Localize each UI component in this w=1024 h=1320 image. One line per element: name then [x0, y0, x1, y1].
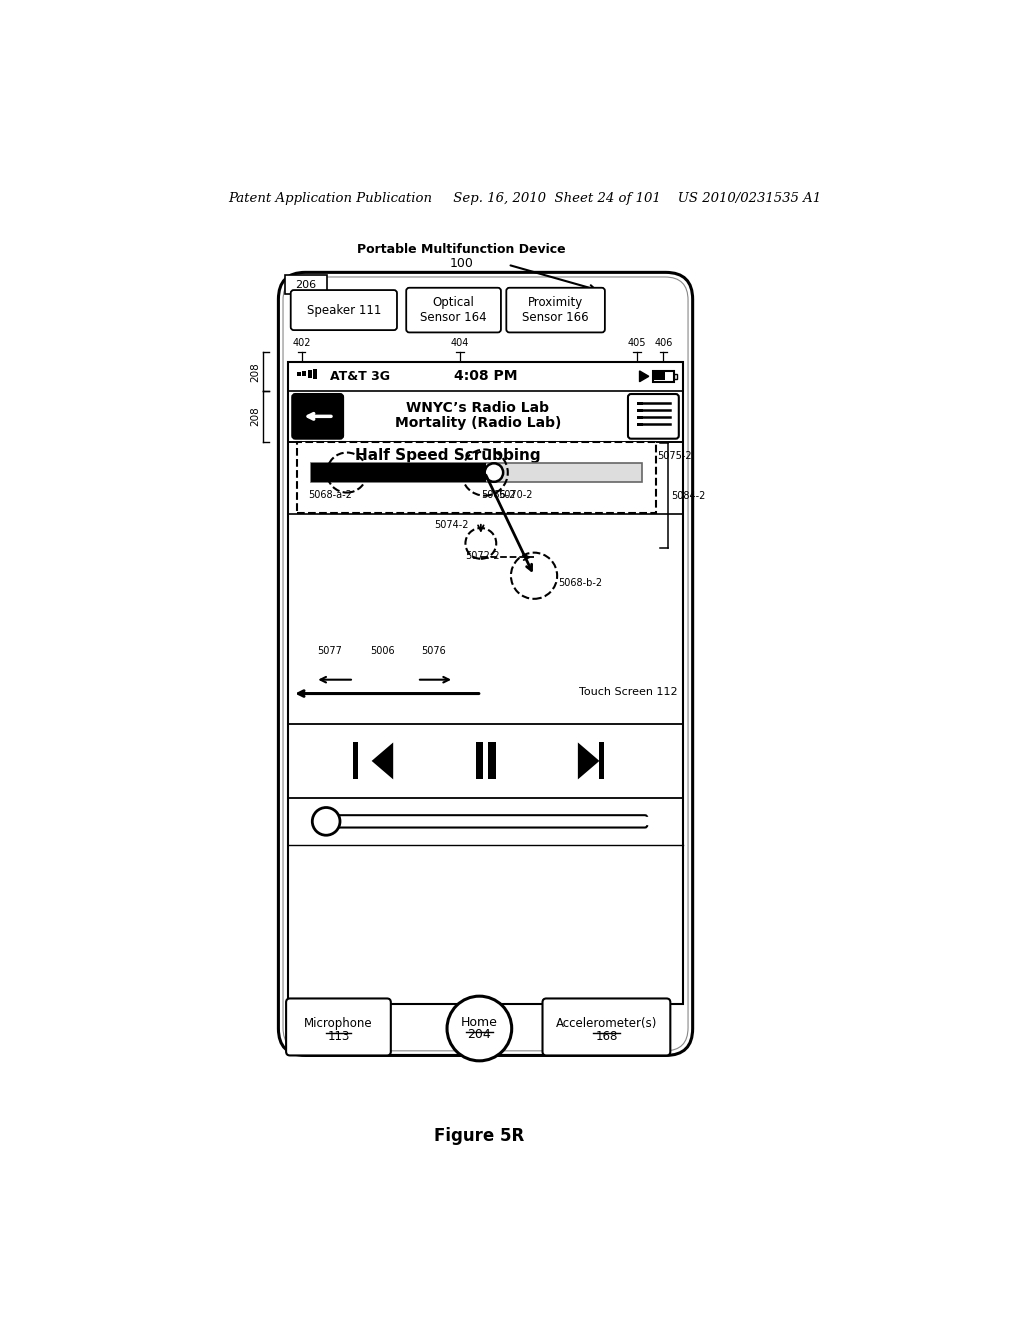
Text: 5068-b-2: 5068-b-2: [559, 578, 603, 589]
Text: 5066-2: 5066-2: [481, 490, 515, 500]
Circle shape: [447, 997, 512, 1061]
Polygon shape: [640, 371, 649, 381]
Bar: [637, 422, 643, 425]
Text: Portable Multifunction Device: Portable Multifunction Device: [357, 243, 566, 256]
Text: Patent Application Publication     Sep. 16, 2010  Sheet 24 of 101    US 2010/023: Patent Application Publication Sep. 16, …: [228, 191, 821, 205]
Text: 5072-2: 5072-2: [466, 550, 500, 561]
Text: 5068-a-2: 5068-a-2: [308, 490, 352, 500]
Bar: [637, 401, 643, 405]
Text: Speaker 111: Speaker 111: [306, 304, 381, 317]
Text: Mortality (Radio Lab): Mortality (Radio Lab): [394, 416, 561, 430]
Text: Home: Home: [461, 1016, 498, 1028]
FancyBboxPatch shape: [279, 272, 692, 1056]
Text: 405: 405: [628, 338, 646, 348]
Bar: [310, 463, 486, 482]
Text: 5084-2: 5084-2: [671, 491, 706, 500]
Text: 208: 208: [250, 407, 260, 426]
Text: WNYC’s Radio Lab: WNYC’s Radio Lab: [407, 401, 549, 414]
Text: 204: 204: [468, 1028, 492, 1041]
Bar: [288, 362, 683, 1003]
Text: Proximity
Sensor 166: Proximity Sensor 166: [522, 296, 589, 325]
Text: Touch Screen 112: Touch Screen 112: [579, 686, 677, 697]
Bar: [302, 371, 306, 376]
Text: 5076: 5076: [421, 647, 445, 656]
Bar: [313, 368, 316, 379]
Bar: [307, 370, 311, 378]
Text: 168: 168: [595, 1030, 617, 1043]
FancyBboxPatch shape: [407, 288, 501, 333]
Bar: [297, 442, 655, 512]
Text: 5075-2: 5075-2: [657, 450, 692, 461]
Circle shape: [312, 808, 340, 836]
Text: 208: 208: [250, 362, 260, 381]
FancyBboxPatch shape: [324, 816, 647, 828]
Text: 406: 406: [654, 338, 673, 348]
Text: 402: 402: [292, 338, 310, 348]
Text: 5077: 5077: [316, 647, 342, 656]
Text: 100: 100: [450, 256, 473, 269]
Text: Half Speed Scrubbing: Half Speed Scrubbing: [354, 447, 541, 463]
FancyBboxPatch shape: [292, 395, 343, 438]
Bar: [297, 372, 301, 376]
Text: 5004: 5004: [639, 395, 664, 405]
Bar: [599, 742, 604, 779]
Text: 5006: 5006: [370, 647, 394, 656]
FancyBboxPatch shape: [291, 290, 397, 330]
FancyBboxPatch shape: [286, 998, 391, 1056]
Text: Optical
Sensor 164: Optical Sensor 164: [420, 296, 486, 325]
Polygon shape: [372, 742, 393, 779]
Text: Figure 5R: Figure 5R: [434, 1127, 524, 1146]
Bar: [475, 742, 483, 779]
Text: AT&T 3G: AT&T 3G: [330, 370, 390, 383]
FancyBboxPatch shape: [506, 288, 605, 333]
Bar: [310, 463, 642, 482]
FancyBboxPatch shape: [543, 998, 671, 1056]
Text: 5074-2: 5074-2: [434, 520, 469, 529]
Bar: [654, 372, 665, 380]
Text: Accelerometer(s): Accelerometer(s): [556, 1018, 657, 1031]
Text: 206: 206: [295, 280, 316, 289]
Circle shape: [484, 463, 503, 482]
Bar: [353, 742, 357, 779]
Polygon shape: [578, 742, 599, 779]
Text: 5070-2: 5070-2: [498, 490, 532, 500]
Bar: [637, 416, 643, 418]
FancyBboxPatch shape: [628, 395, 679, 438]
Text: 4:08 PM: 4:08 PM: [454, 370, 517, 383]
Bar: [674, 374, 677, 379]
Bar: [285, 276, 327, 294]
Text: 113: 113: [328, 1030, 349, 1043]
Text: 404: 404: [451, 338, 469, 348]
Bar: [487, 742, 496, 779]
Bar: [652, 371, 674, 381]
Text: Microphone: Microphone: [304, 1018, 373, 1031]
Bar: [637, 409, 643, 412]
